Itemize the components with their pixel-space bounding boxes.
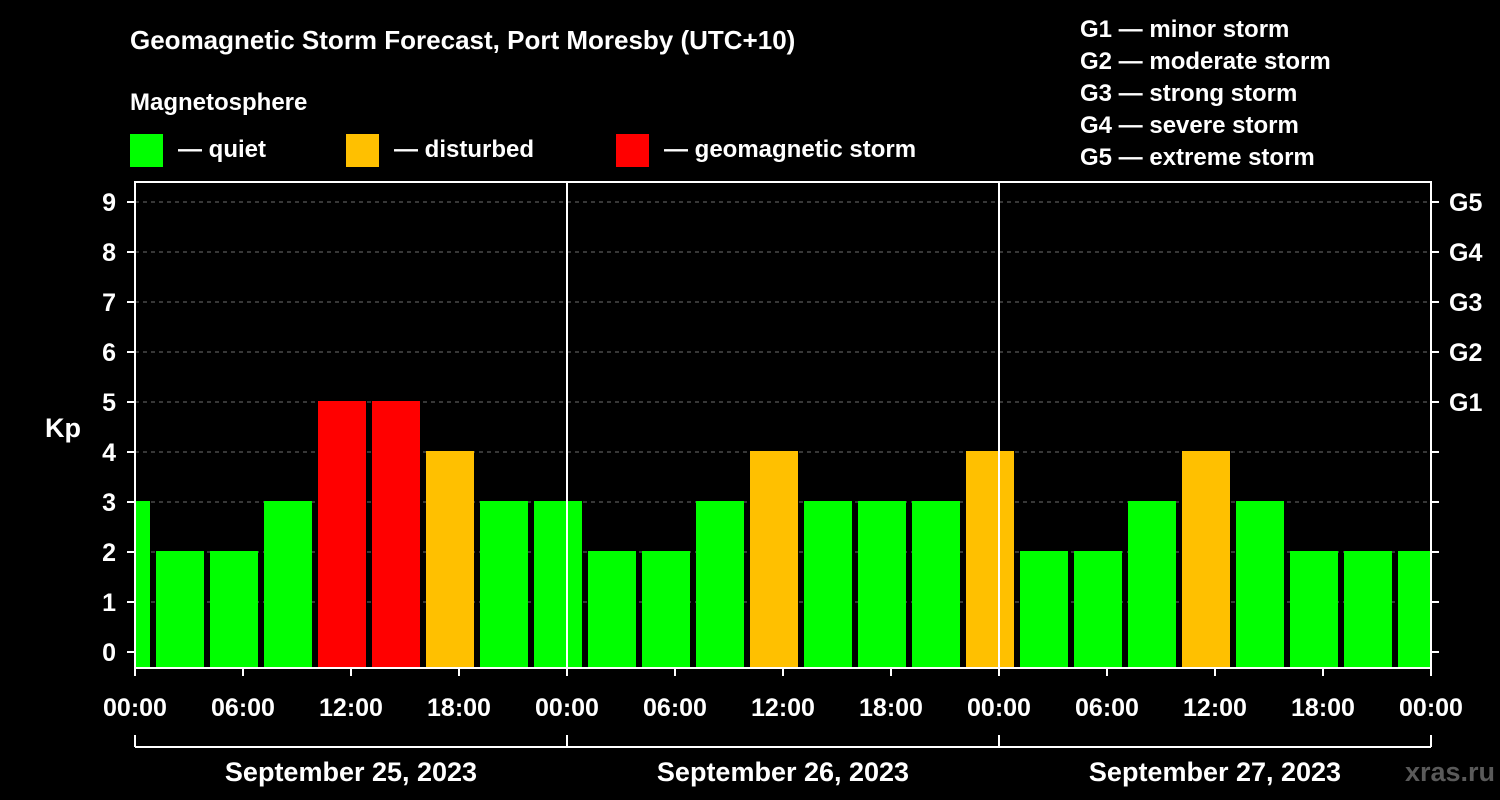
x-tick-label-10: 12:00 <box>1183 694 1247 722</box>
legend-storm: — geomagnetic storm <box>616 134 916 167</box>
legend-disturbed: — disturbed <box>346 134 534 167</box>
x-tick-label-4: 00:00 <box>535 694 599 722</box>
kp-bar-6 <box>426 451 474 668</box>
kp-bar-18 <box>1074 551 1122 668</box>
day-label-2: September 27, 2023 <box>1089 757 1341 787</box>
g-scale-label-G3: G3 <box>1449 289 1482 317</box>
y-tick-label-6: 6 <box>102 339 116 367</box>
kp-bar-15 <box>912 501 960 668</box>
y-tick-label-4: 4 <box>102 439 116 467</box>
kp-bar-19 <box>1128 501 1176 668</box>
kp-bar-23 <box>1344 551 1392 668</box>
kp-bar-2 <box>210 551 258 668</box>
g-scale-label-G2: G2 <box>1449 339 1482 367</box>
day-label-0: September 25, 2023 <box>225 757 477 787</box>
x-tick-label-3: 18:00 <box>427 694 491 722</box>
y-tick-label-5: 5 <box>102 389 116 417</box>
kp-bar-4 <box>318 401 366 668</box>
legend-quiet-swatch <box>130 134 163 167</box>
kp-bar-1 <box>156 551 204 668</box>
kp-bar-13 <box>804 501 852 668</box>
scale-g1: G1 — minor storm <box>1080 16 1289 43</box>
g-scale-label-G5: G5 <box>1449 189 1482 217</box>
kp-bar-16 <box>966 451 1014 668</box>
kp-bar-14 <box>858 501 906 668</box>
storm-scale-legend: G1 — minor storm G2 — moderate storm G3 … <box>1080 16 1331 171</box>
x-tick-label-9: 06:00 <box>1075 694 1139 722</box>
legend-disturbed-label: — disturbed <box>394 136 534 163</box>
x-tick-label-12: 00:00 <box>1399 694 1463 722</box>
kp-bar-24 <box>1398 551 1431 668</box>
legend-quiet-label: — quiet <box>178 136 266 163</box>
y-tick-label-7: 7 <box>102 289 116 317</box>
g-scale-label-G1: G1 <box>1449 389 1482 417</box>
y-tick-label-1: 1 <box>102 589 116 617</box>
x-tick-label-6: 12:00 <box>751 694 815 722</box>
x-tick-label-7: 18:00 <box>859 694 923 722</box>
day-label-1: September 26, 2023 <box>657 757 909 787</box>
kp-bar-7 <box>480 501 528 668</box>
scale-g5: G5 — extreme storm <box>1080 144 1315 171</box>
kp-bar-9 <box>588 551 636 668</box>
kp-bar-8 <box>534 501 582 668</box>
legend-storm-swatch <box>616 134 649 167</box>
chart-title: Geomagnetic Storm Forecast, Port Moresby… <box>130 25 795 55</box>
y-tick-label-2: 2 <box>102 539 116 567</box>
kp-bar-21 <box>1236 501 1284 668</box>
x-tick-label-0: 00:00 <box>103 694 167 722</box>
watermark: xras.ru <box>1405 757 1495 787</box>
legend-quiet: — quiet <box>130 134 266 167</box>
legend-heading: Magnetosphere <box>130 89 307 116</box>
scale-g3: G3 — strong storm <box>1080 80 1297 107</box>
kp-bar-11 <box>696 501 744 668</box>
kp-bar-5 <box>372 401 420 668</box>
scale-g4: G4 — severe storm <box>1080 112 1299 139</box>
g-scale-label-G4: G4 <box>1449 239 1482 267</box>
y-tick-label-8: 8 <box>102 239 116 267</box>
x-tick-label-8: 00:00 <box>967 694 1031 722</box>
bars <box>135 401 1431 668</box>
x-tick-label-2: 12:00 <box>319 694 383 722</box>
y-axis-label: Kp <box>45 413 81 443</box>
y-tick-label-3: 3 <box>102 489 116 517</box>
x-tick-label-5: 06:00 <box>643 694 707 722</box>
legend-disturbed-swatch <box>346 134 379 167</box>
kp-bar-20 <box>1182 451 1230 668</box>
x-tick-label-11: 18:00 <box>1291 694 1355 722</box>
kp-bar-17 <box>1020 551 1068 668</box>
scale-g2: G2 — moderate storm <box>1080 48 1331 75</box>
y-tick-label-9: 9 <box>102 189 116 217</box>
kp-bar-0 <box>135 501 150 668</box>
kp-bar-10 <box>642 551 690 668</box>
kp-bar-3 <box>264 501 312 668</box>
kp-bar-22 <box>1290 551 1338 668</box>
kp-bar-12 <box>750 451 798 668</box>
axes: 0 1 2 3 4 5 6 7 8 9 G1 G2 G3 G4 G5 00:00 06:00 12:00 18:00… <box>102 181 1482 787</box>
y-tick-label-0: 0 <box>102 639 116 667</box>
x-tick-label-1: 06:00 <box>211 694 275 722</box>
legend-storm-label: — geomagnetic storm <box>664 136 916 163</box>
